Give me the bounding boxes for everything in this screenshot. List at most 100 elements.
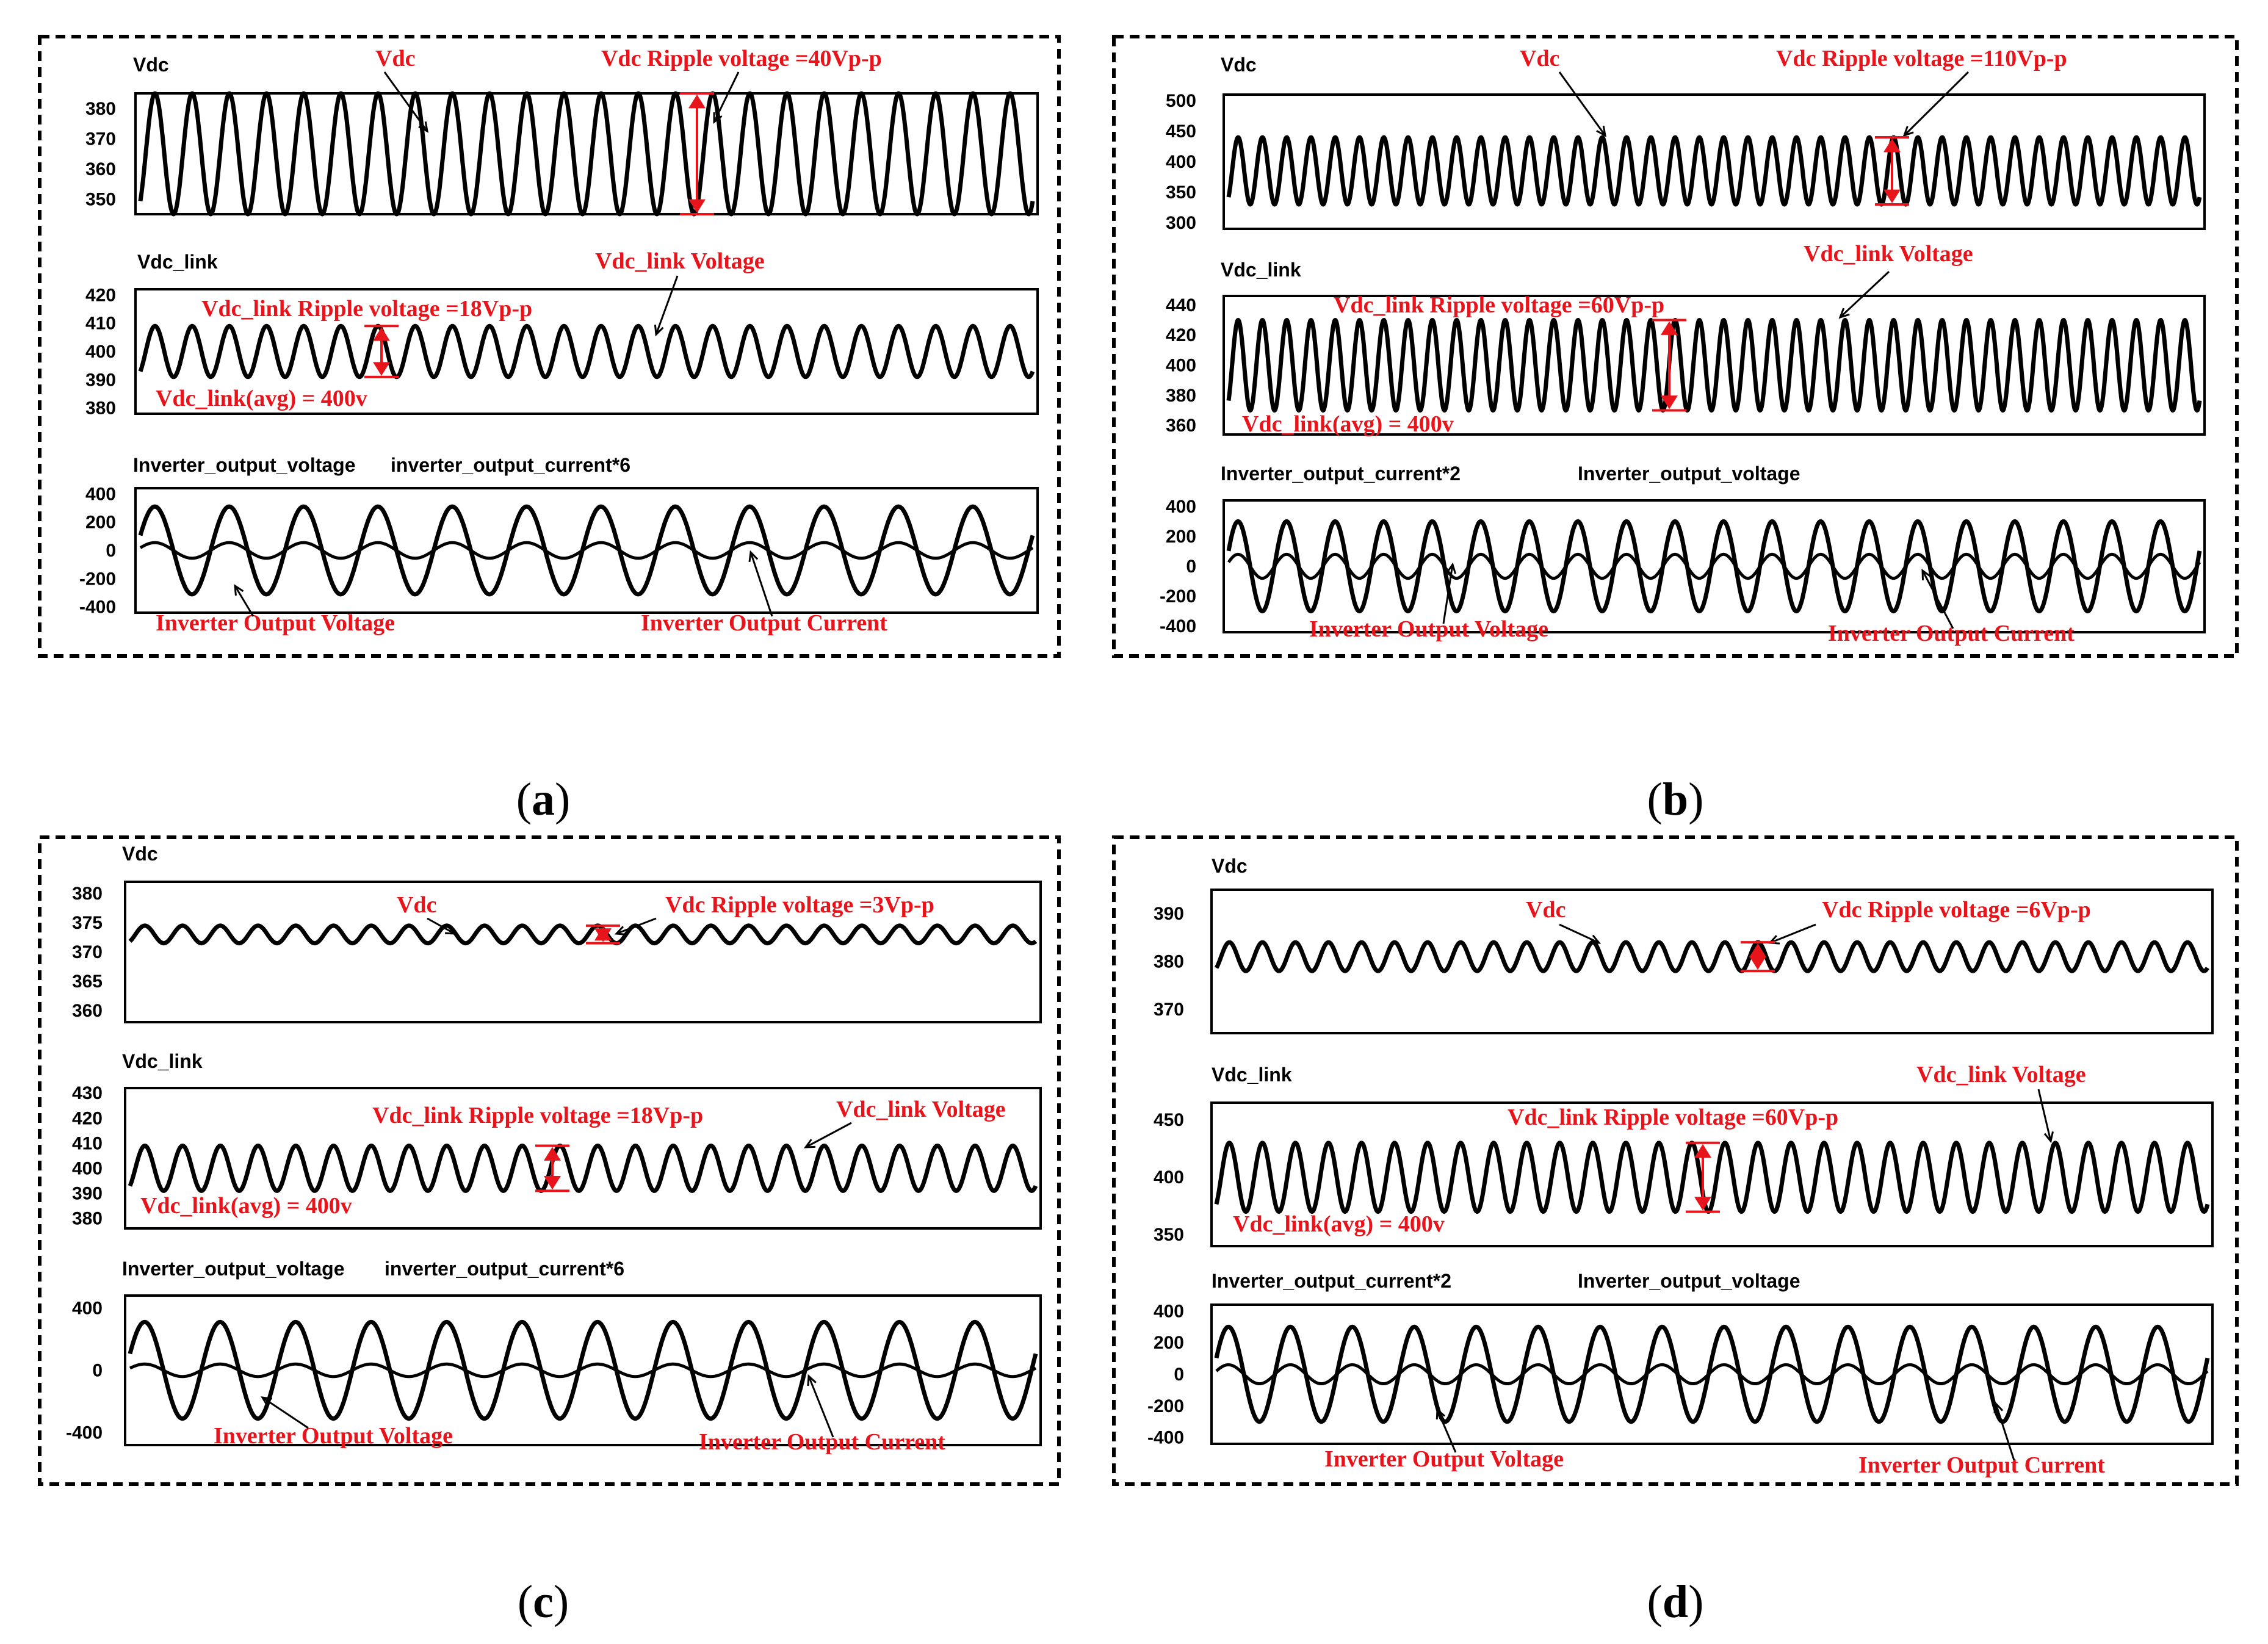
panel-b-3-tick: -400 bbox=[1160, 616, 1196, 636]
panel-b-1-tick: 300 bbox=[1166, 213, 1196, 233]
panel-d-1-annotation-arrow bbox=[1559, 923, 1600, 944]
panel-c-3-tick: -400 bbox=[66, 1423, 103, 1443]
panel-d-3-annotation: Inverter Output Voltage bbox=[1324, 1446, 1564, 1472]
panel-a-3-annotation-arrow bbox=[749, 552, 773, 617]
panel-b-1-annotation: Vdc Ripple voltage =110Vp-p bbox=[1776, 46, 2067, 71]
panel-d-2-frame bbox=[1210, 1101, 2214, 1247]
panel-b-2-annotation: Vdc_link Voltage bbox=[1804, 241, 1973, 267]
subfigure-label-c: (c) bbox=[518, 1576, 569, 1628]
panel-a-2-ripple-arrow-down bbox=[373, 362, 390, 376]
panel-b-3-tick: -200 bbox=[1160, 586, 1196, 607]
panel-c-3-annotation-arrow-head bbox=[807, 1374, 817, 1386]
panel-b-2-tick: 400 bbox=[1166, 356, 1196, 376]
panel-a-2-tick: 380 bbox=[85, 398, 116, 419]
panel-a-2-annotation-arrow bbox=[655, 275, 679, 335]
panel-b-1-annotation-arrow-head bbox=[1902, 126, 1914, 137]
panel-b-3-title: Inverter_output_current*2 bbox=[1221, 463, 1461, 485]
panel-d-2-annotation: Vdc_link Ripple voltage =60Vp-p bbox=[1508, 1105, 1838, 1130]
subfigure-label-d: (d) bbox=[1647, 1576, 1704, 1628]
panel-b-3-series-1 bbox=[1226, 519, 2202, 614]
subfigure-label-b: (b) bbox=[1647, 774, 1704, 825]
panel-c-2-tick: 420 bbox=[72, 1108, 103, 1128]
panel-a-1-annotation-arrow bbox=[713, 71, 740, 123]
panel-a-1-ripple-arrow-down bbox=[688, 199, 706, 213]
panel-b-3-annotation-arrow bbox=[1442, 564, 1454, 624]
panel-b-3-annotation-arrow bbox=[1921, 570, 1954, 629]
panel-a-2-tick: 410 bbox=[85, 314, 116, 334]
panel-a-1-tick: 350 bbox=[85, 189, 116, 209]
panel-c-1-annotation-arrow-head bbox=[614, 926, 627, 936]
panel-d-3-annotation-arrow bbox=[1995, 1403, 2015, 1461]
panel-c-3-annotation-arrow bbox=[807, 1375, 834, 1438]
panel-a-2-ripple-arrow-up bbox=[373, 327, 390, 341]
panel-b-1-frame bbox=[1222, 93, 2206, 230]
panel-d-2-tick: 350 bbox=[1154, 1225, 1184, 1245]
panel-d-1-ripple-arrow-up bbox=[1749, 943, 1766, 957]
panel-a-3-title2: inverter_output_current*6 bbox=[391, 454, 630, 476]
panel-d-3-annotation-arrow-head bbox=[1993, 1401, 2004, 1414]
panel-d-2-ripple-arrow-up bbox=[1694, 1144, 1711, 1158]
panel-c-3-series-1 bbox=[128, 1319, 1038, 1421]
panel-b-1-tick: 450 bbox=[1166, 121, 1196, 142]
panel-d-1-annotation: Vdc Ripple voltage =6Vp-p bbox=[1822, 897, 2091, 923]
panel-d-2-title: Vdc_link bbox=[1212, 1064, 1292, 1086]
panel-b-2-tick: 420 bbox=[1166, 325, 1196, 345]
panel-d-3-title2: Inverter_output_voltage bbox=[1578, 1270, 1800, 1292]
panel-a-3-annotation: Inverter Output Voltage bbox=[156, 610, 395, 636]
panel-b-1-annotation-arrow bbox=[1903, 71, 1970, 137]
panel-b-3-tick: 400 bbox=[1166, 497, 1196, 517]
panel-d-1-series-1 bbox=[1214, 940, 2209, 973]
panel-c-1-annotation: Vdc bbox=[397, 892, 436, 918]
panel-d-3-annotation-arrow-head bbox=[1436, 1407, 1446, 1420]
panel-a-2-tick: 390 bbox=[85, 370, 116, 390]
panel-d-2-annotation: Vdc_link(avg) = 400v bbox=[1233, 1211, 1445, 1237]
panel-a-2-frame bbox=[134, 288, 1039, 415]
panel-d-3-title: Inverter_output_current*2 bbox=[1212, 1270, 1451, 1292]
panel-a-1-annotation-arrow-head bbox=[418, 121, 429, 133]
panel-c-2-tick: 390 bbox=[72, 1184, 103, 1204]
panel-b-1-title: Vdc bbox=[1221, 54, 1257, 76]
panel-b-2-annotation-arrow-head bbox=[1838, 308, 1850, 319]
panel-c-3-title: Inverter_output_voltage bbox=[122, 1258, 345, 1280]
panel-c-1-annotation: Vdc Ripple voltage =3Vp-p bbox=[665, 892, 934, 918]
panel-c-1-title: Vdc bbox=[122, 843, 158, 865]
panel-c-1-annotation-arrow-head bbox=[444, 925, 457, 935]
panel-b-3-annotation-arrow-head bbox=[1446, 562, 1457, 574]
panel-b-3-series-2 bbox=[1227, 552, 2201, 580]
panel-b-3-frame bbox=[1222, 499, 2206, 633]
panel-b-3-tick: 200 bbox=[1166, 527, 1196, 547]
panel-d-2-series-1 bbox=[1214, 1141, 2210, 1214]
panel-d-3-tick: -400 bbox=[1147, 1428, 1184, 1448]
panel-d-2-annotation-arrow-head bbox=[2043, 1131, 2054, 1144]
panel-d-3-tick: -200 bbox=[1147, 1396, 1184, 1416]
panel-a-1-series-1 bbox=[138, 91, 1035, 217]
panel-d-3-series-2 bbox=[1215, 1363, 2209, 1385]
panel-a-3-annotation-arrow-head bbox=[234, 584, 244, 596]
panel-c-2-annotation-arrow bbox=[805, 1122, 852, 1148]
panel-d-1-frame bbox=[1210, 889, 2214, 1034]
panel-b-1-series-1 bbox=[1226, 135, 2202, 207]
panel-c-3-frame bbox=[124, 1294, 1042, 1446]
panel-b-2-series-1 bbox=[1226, 318, 2202, 413]
panel-a-2-annotation: Vdc_link Ripple voltage =18Vp-p bbox=[201, 296, 532, 322]
panel-d-1-tick: 380 bbox=[1154, 952, 1184, 972]
panel-a-3-series-2 bbox=[139, 541, 1034, 560]
panel-d-3-annotation: Inverter Output Current bbox=[1858, 1452, 2105, 1478]
panel-d-3-frame bbox=[1210, 1303, 2214, 1445]
panel-c-2-annotation: Vdc_link(avg) = 400v bbox=[140, 1193, 352, 1219]
subfigure-d-border bbox=[1112, 835, 2239, 1486]
panel-d-2-tick: 450 bbox=[1154, 1110, 1184, 1130]
panel-a-1-tick: 380 bbox=[85, 99, 116, 119]
panel-a-1-annotation-arrow bbox=[383, 71, 428, 132]
panel-a-3-annotation-arrow bbox=[234, 585, 255, 617]
panel-d-1-tick: 370 bbox=[1154, 1000, 1184, 1020]
panel-a-2-tick: 400 bbox=[85, 342, 116, 362]
panel-c-3-title2: inverter_output_current*6 bbox=[385, 1258, 624, 1280]
panel-c-3-annotation-arrow-head bbox=[261, 1396, 273, 1407]
panel-b-1-ripple-arrow-up bbox=[1883, 139, 1901, 153]
panel-b-1-annotation: Vdc bbox=[1520, 46, 1559, 71]
panel-c-1-frame bbox=[124, 881, 1042, 1023]
panel-c-1-tick: 375 bbox=[72, 913, 103, 933]
panel-a-3-tick: -400 bbox=[79, 597, 116, 618]
